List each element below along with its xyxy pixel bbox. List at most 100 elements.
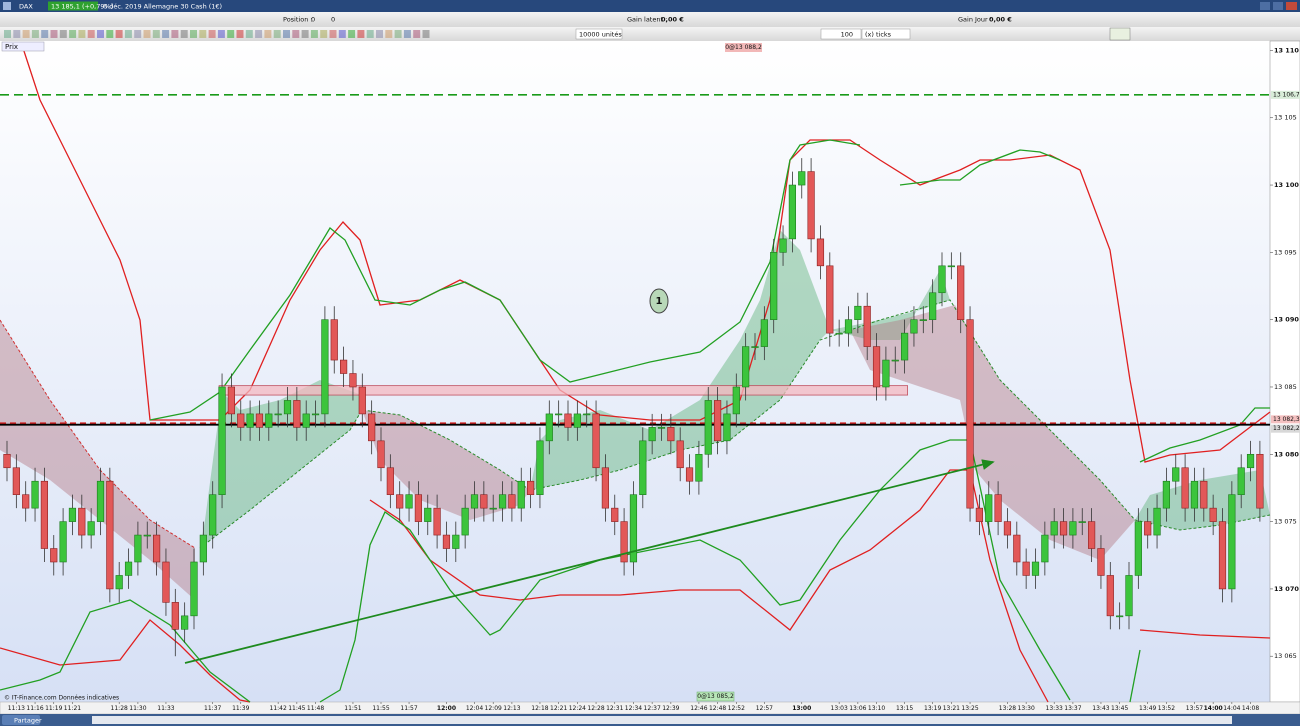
tool-icon[interactable]	[208, 30, 216, 38]
tool-icon[interactable]	[376, 30, 383, 38]
candle-body	[78, 507, 86, 536]
candle-body	[1209, 507, 1217, 522]
order-top: 0@13 088,2	[725, 44, 762, 51]
price-tool-box[interactable]	[1, 41, 45, 52]
tool-icon[interactable]	[13, 30, 21, 38]
candle-body	[106, 480, 114, 590]
tool-icon[interactable]	[385, 30, 393, 38]
candle-body	[433, 507, 441, 536]
candle-body	[816, 238, 825, 267]
tool-icon[interactable]	[366, 30, 374, 38]
tool-icon[interactable]	[106, 30, 114, 38]
x-tick-label: 13:06	[849, 705, 866, 712]
tool-icon[interactable]	[236, 30, 244, 38]
y-tick-label: 13 085	[1274, 383, 1297, 391]
tool-icon[interactable]	[394, 30, 402, 38]
symbol: DAX	[19, 3, 33, 11]
x-tick-label: 13:28	[999, 705, 1016, 712]
tool-icon[interactable]	[69, 30, 77, 38]
tool-icon[interactable]	[283, 30, 290, 38]
tool-icon[interactable]	[190, 30, 197, 38]
candle-body	[760, 319, 768, 347]
tool-icon[interactable]	[124, 30, 132, 38]
candle-body	[134, 534, 142, 563]
tool-icon[interactable]	[403, 30, 411, 38]
quantity-select[interactable]	[575, 28, 623, 40]
tool-icon[interactable]	[115, 30, 123, 38]
candle-body	[1256, 453, 1264, 509]
trend-arrow	[184, 459, 995, 664]
minimize-button[interactable]	[1260, 2, 1270, 10]
tool-icon[interactable]	[31, 30, 39, 38]
x-tick-label: 12:09	[485, 705, 502, 712]
candle-body	[349, 373, 357, 388]
tool-icon[interactable]	[310, 30, 318, 38]
toolbar: Position : 0 0 Gain latent : 0,00 € Gain…	[0, 12, 1300, 41]
x-tick-label: 12:57	[756, 705, 773, 712]
tool-icon[interactable]	[162, 30, 170, 38]
tool-icon[interactable]	[348, 30, 356, 38]
tool-icon[interactable]	[171, 30, 179, 38]
tool-icon[interactable]	[199, 30, 207, 38]
tool-icon[interactable]	[143, 30, 151, 38]
tool-icon[interactable]	[227, 30, 235, 38]
tool-icon[interactable]	[59, 30, 67, 38]
candle-body	[1162, 480, 1170, 509]
tool-icon[interactable]	[134, 30, 142, 38]
tool-icon[interactable]	[255, 30, 263, 38]
tool-icon[interactable]	[50, 30, 58, 38]
tool-icon[interactable]	[97, 30, 104, 38]
tool-icon[interactable]	[87, 30, 95, 38]
tool-icon[interactable]	[292, 30, 300, 38]
candle-body	[199, 534, 207, 563]
x-tick-label: 14:08	[1242, 705, 1259, 712]
x-tick-label: 13:30	[1018, 705, 1035, 712]
candle-body	[611, 507, 619, 522]
close-button[interactable]	[1286, 2, 1297, 10]
tool-icon[interactable]	[329, 30, 337, 38]
tool-icon[interactable]	[217, 30, 225, 38]
tool-icon[interactable]	[41, 30, 49, 38]
candle-body	[22, 494, 30, 509]
order-top-bg	[725, 43, 762, 52]
tool-icon[interactable]	[422, 30, 430, 38]
tool-icon[interactable]	[22, 30, 30, 38]
ticks-input[interactable]	[820, 28, 862, 40]
position-label: Position :	[283, 16, 313, 24]
candle-body	[293, 400, 301, 428]
tool-icon[interactable]	[152, 30, 160, 38]
candle-body	[985, 494, 993, 522]
maximize-button[interactable]	[1273, 2, 1283, 10]
instrument: 6 déc. 2019 Allemagne 30 Cash (1€)	[103, 3, 222, 11]
candle-body	[461, 507, 469, 536]
tool-icon[interactable]	[78, 30, 86, 38]
candle-body	[620, 521, 628, 563]
tool-icon[interactable]	[180, 30, 188, 38]
x-tick-label: 12:24	[569, 705, 586, 712]
candle-body	[835, 332, 843, 335]
candle-body	[40, 480, 48, 549]
x-tick-label: 13:10	[868, 705, 885, 712]
tool-icon[interactable]	[413, 30, 421, 38]
tool-icon[interactable]	[264, 30, 272, 38]
candle-body	[274, 413, 282, 416]
candle-body	[209, 494, 217, 536]
tool-icon[interactable]	[320, 30, 328, 38]
candle-body	[1181, 467, 1189, 509]
y-tick-label: 13 080	[1274, 450, 1299, 458]
candle-body	[1190, 480, 1199, 509]
share-button[interactable]	[2, 715, 40, 725]
tool-icon[interactable]	[245, 30, 253, 38]
candle-body	[1228, 494, 1236, 590]
x-tick-label: 13:03	[831, 705, 848, 712]
chart-type-button[interactable]	[1109, 27, 1131, 41]
tool-icon[interactable]	[357, 30, 365, 38]
tool-icon[interactable]	[301, 30, 309, 38]
ticks-unit-select[interactable]	[861, 28, 911, 40]
candle-body	[779, 238, 787, 253]
tool-icon[interactable]	[4, 30, 11, 38]
scrollbar[interactable]	[92, 716, 1232, 724]
candle-body	[237, 413, 245, 428]
tool-icon[interactable]	[338, 30, 346, 38]
tool-icon[interactable]	[273, 30, 281, 38]
